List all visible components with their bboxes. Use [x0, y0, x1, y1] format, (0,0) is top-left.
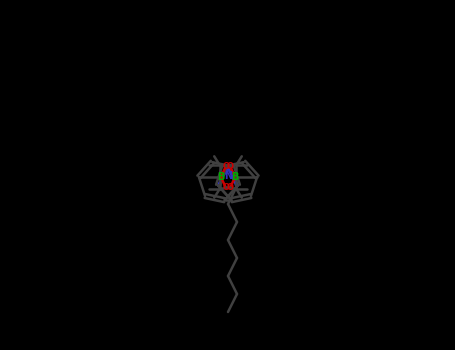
Text: B: B: [217, 172, 225, 182]
Text: O: O: [222, 162, 229, 171]
Text: O: O: [227, 162, 234, 171]
Text: O: O: [227, 183, 234, 192]
Text: N: N: [224, 171, 232, 181]
Text: O: O: [222, 183, 229, 192]
Text: B: B: [232, 172, 239, 182]
